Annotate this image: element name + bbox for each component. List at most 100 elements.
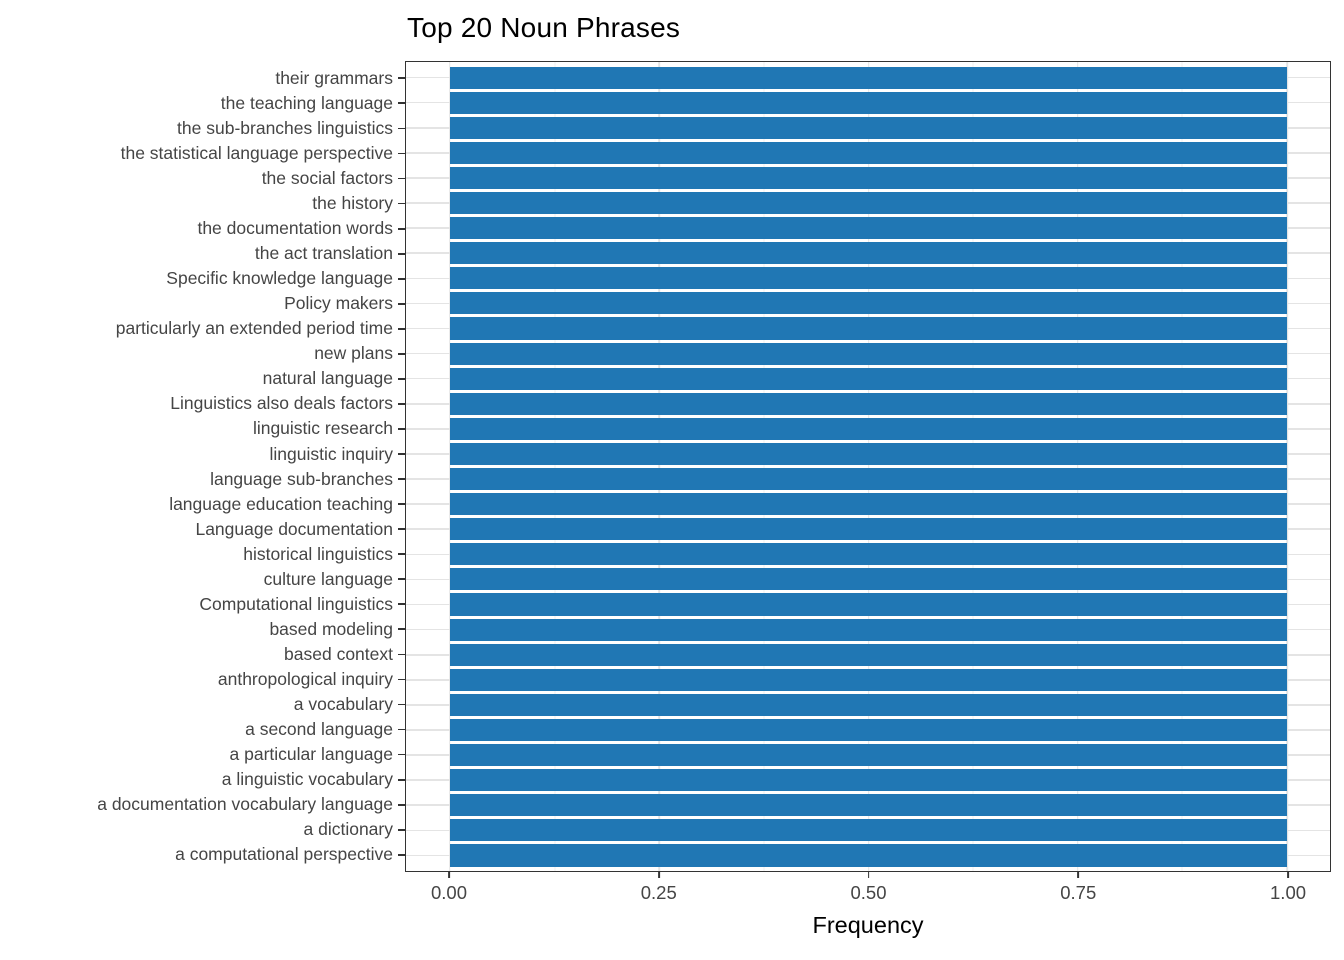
x-tick-label: 0.50 [850, 882, 887, 903]
y-tick [398, 678, 405, 681]
bar-row [406, 90, 1330, 115]
y-axis-label: a documentation vocabulary language [97, 794, 393, 815]
y-tick [398, 828, 405, 831]
y-tick-row [398, 617, 405, 642]
bar [449, 191, 1288, 215]
bar-row [406, 416, 1330, 441]
bar-row [406, 165, 1330, 190]
bar [449, 794, 1288, 817]
y-tick-row [398, 116, 405, 141]
y-axis-label: natural language [262, 368, 393, 389]
bar [449, 543, 1288, 566]
y-tick [398, 227, 405, 230]
bar-row [406, 517, 1330, 542]
bar [449, 267, 1288, 290]
bar [449, 668, 1288, 691]
y-tick-row [398, 241, 405, 266]
bar-row [406, 115, 1330, 140]
y-tick [398, 478, 405, 480]
y-tick-row [398, 492, 405, 517]
bar-row [406, 818, 1330, 843]
y-tick [398, 528, 405, 531]
y-axis-label: Policy makers [284, 293, 393, 314]
y-axis-label: based modeling [269, 618, 393, 639]
y-tick [398, 302, 405, 305]
bar-row [406, 65, 1330, 90]
y-tick-row [398, 567, 405, 592]
bar-row [406, 366, 1330, 391]
bar [449, 292, 1288, 315]
bar [449, 417, 1288, 440]
x-tick [867, 871, 870, 878]
bar-row [406, 216, 1330, 241]
y-tick-row [398, 91, 405, 116]
y-axis-label: language sub-branches [210, 468, 393, 489]
y-tick [398, 803, 405, 806]
bar [449, 769, 1288, 792]
bar-row [406, 717, 1330, 742]
y-tick-row [398, 642, 405, 667]
bar [449, 342, 1288, 365]
bar-row [406, 793, 1330, 818]
x-tick [448, 871, 450, 878]
y-tick [398, 728, 405, 731]
y-axis-label: particularly an extended period time [115, 318, 393, 339]
y-tick-row [398, 416, 405, 441]
y-tick-row [398, 742, 405, 767]
y-axis-label: culture language [263, 568, 393, 589]
bar-row [406, 768, 1330, 793]
y-tick [398, 377, 405, 380]
y-tick [398, 127, 405, 130]
bar [449, 819, 1288, 842]
y-tick-row [398, 792, 405, 817]
gridline-major [1077, 62, 1079, 871]
y-tick [398, 503, 405, 506]
bar [449, 593, 1288, 616]
y-tick-row [398, 467, 405, 492]
y-tick [398, 352, 405, 355]
bar-row [406, 692, 1330, 717]
bar [449, 141, 1288, 164]
y-axis-label: the documentation words [197, 218, 393, 239]
y-tick [398, 403, 405, 405]
y-axis-label: a linguistic vocabulary [221, 769, 393, 790]
bar [449, 744, 1288, 767]
y-tick-row [398, 767, 405, 792]
y-tick-row [398, 667, 405, 692]
y-axis-label: a computational perspective [175, 844, 393, 865]
y-axis-label: Specific knowledge language [166, 268, 393, 289]
x-axis-title: Frequency [812, 912, 924, 938]
y-axis-label: the social factors [261, 168, 393, 188]
y-tick [398, 177, 405, 180]
bar-row [406, 667, 1330, 692]
gridline-minor [763, 62, 765, 871]
bar-row [406, 140, 1330, 165]
y-tick-row [398, 66, 405, 91]
y-axis-label: their grammars [275, 67, 393, 88]
y-axis-label: anthropological inquiry [217, 668, 393, 689]
y-axis-label: a particular language [229, 744, 393, 765]
bar-row [406, 642, 1330, 667]
y-tick-row [398, 717, 405, 742]
bar-row [406, 316, 1330, 341]
bar [449, 367, 1288, 390]
bar [449, 66, 1288, 89]
gridline-minor [554, 62, 556, 871]
bar-row [406, 291, 1330, 316]
y-tick-row [398, 341, 405, 366]
y-tick-row [398, 817, 405, 842]
y-tick-row [398, 266, 405, 291]
bar [449, 242, 1288, 265]
bar [449, 618, 1288, 641]
y-axis-label: a dictionary [303, 819, 394, 840]
bar [449, 718, 1288, 742]
gridline-minor [972, 62, 974, 871]
gridline-major [867, 62, 870, 871]
bar-row [406, 467, 1330, 492]
bar [449, 693, 1288, 716]
bar [449, 493, 1288, 516]
y-axis-label: linguistic research [252, 418, 393, 439]
y-tick [398, 428, 405, 430]
bar [449, 442, 1288, 465]
